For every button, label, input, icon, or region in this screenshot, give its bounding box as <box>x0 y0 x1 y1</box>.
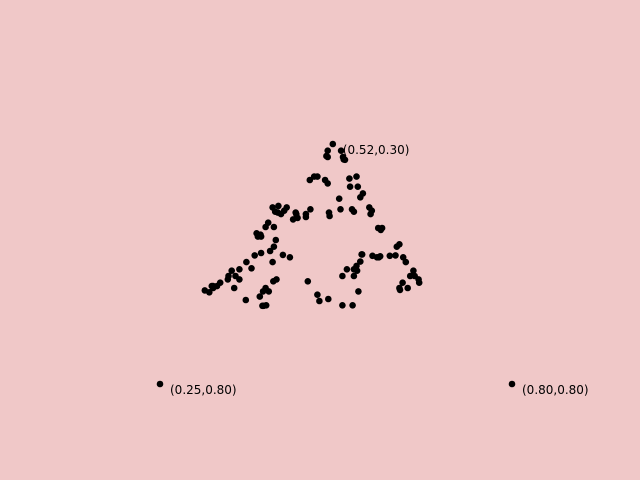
scatter-point <box>396 286 404 294</box>
scatter-point <box>367 210 374 218</box>
scatter-point <box>353 173 360 180</box>
scatter-point <box>277 210 285 218</box>
scatter-point <box>324 180 332 187</box>
scatter-point <box>337 206 344 213</box>
scatter-point <box>251 252 258 259</box>
scatter-point <box>377 226 385 234</box>
scatter-point <box>236 266 243 273</box>
scatter-point <box>404 284 412 292</box>
vertex-label: (0.25,0.80) <box>170 383 237 397</box>
scatter-point <box>286 253 294 261</box>
scatter-point <box>236 276 243 283</box>
scatter-point <box>270 278 277 285</box>
scatter-point <box>386 252 394 260</box>
labels-layer: (0.52,0.30) (0.25,0.80) (0.80,0.80) <box>170 143 589 397</box>
scatter-point <box>335 195 343 202</box>
scatter-point <box>406 272 414 280</box>
scatter-point <box>304 278 312 285</box>
scatter-point <box>269 258 276 266</box>
scatter-point <box>257 249 265 257</box>
scatter-point <box>266 247 274 255</box>
scatter-point <box>343 266 351 273</box>
scatter-point <box>208 282 216 290</box>
scatter-point <box>340 156 348 163</box>
vertex-label: (0.80,0.80) <box>522 383 589 397</box>
scatter-point <box>357 194 364 201</box>
scatter-point <box>265 288 273 295</box>
scatter-point <box>402 258 410 266</box>
scatter-point <box>415 279 423 287</box>
scatter-point <box>323 152 330 160</box>
scatter-point <box>337 147 345 154</box>
scatter-point <box>392 252 399 259</box>
scatter-point <box>329 140 337 148</box>
scatter-point <box>275 202 282 210</box>
scatter-point <box>324 147 332 154</box>
scatter-point <box>156 380 164 388</box>
scatter-point <box>339 302 346 309</box>
scatter-point <box>257 231 264 238</box>
scatter-point <box>326 212 333 220</box>
scatter-point <box>346 175 353 182</box>
scatter-point <box>353 267 361 275</box>
scatter-point <box>339 272 346 280</box>
vertex-point <box>508 380 516 388</box>
scatter-point <box>346 183 354 190</box>
scatter-point <box>279 251 287 259</box>
scatter-point <box>357 258 364 265</box>
scatter-point <box>396 241 403 248</box>
scatter-point <box>316 297 323 305</box>
scatter-point <box>262 223 269 231</box>
scatter-point <box>306 176 314 184</box>
scatter-point <box>206 289 213 296</box>
scatter-point <box>270 223 278 231</box>
scatter-point <box>410 267 417 275</box>
scatter-point <box>228 267 235 275</box>
scatter-point <box>325 295 332 303</box>
scatter-point <box>294 214 301 222</box>
scatter-point <box>230 284 238 292</box>
scatter-point <box>259 288 267 295</box>
scatter-point <box>314 291 321 299</box>
scatter-point <box>350 272 358 280</box>
scatter-point <box>307 206 314 213</box>
scatter-point <box>243 258 250 266</box>
vertex-label: (0.52,0.30) <box>343 143 410 157</box>
scatter-point <box>399 279 406 287</box>
scatter-point <box>354 183 362 190</box>
scatter-point <box>256 293 264 300</box>
scatter-point <box>302 213 310 221</box>
scatter-point <box>270 243 278 250</box>
scatter-point <box>242 296 250 304</box>
scatter-point <box>358 251 366 258</box>
scatter-point <box>260 302 268 310</box>
scatter-point <box>349 302 356 309</box>
scatter-point <box>375 253 383 261</box>
points-layer <box>156 140 516 388</box>
scatter-point <box>248 265 255 272</box>
scatter-point <box>272 236 280 244</box>
scatter-point <box>355 288 362 295</box>
scatter-point <box>224 276 232 283</box>
scatter-point <box>350 208 358 215</box>
